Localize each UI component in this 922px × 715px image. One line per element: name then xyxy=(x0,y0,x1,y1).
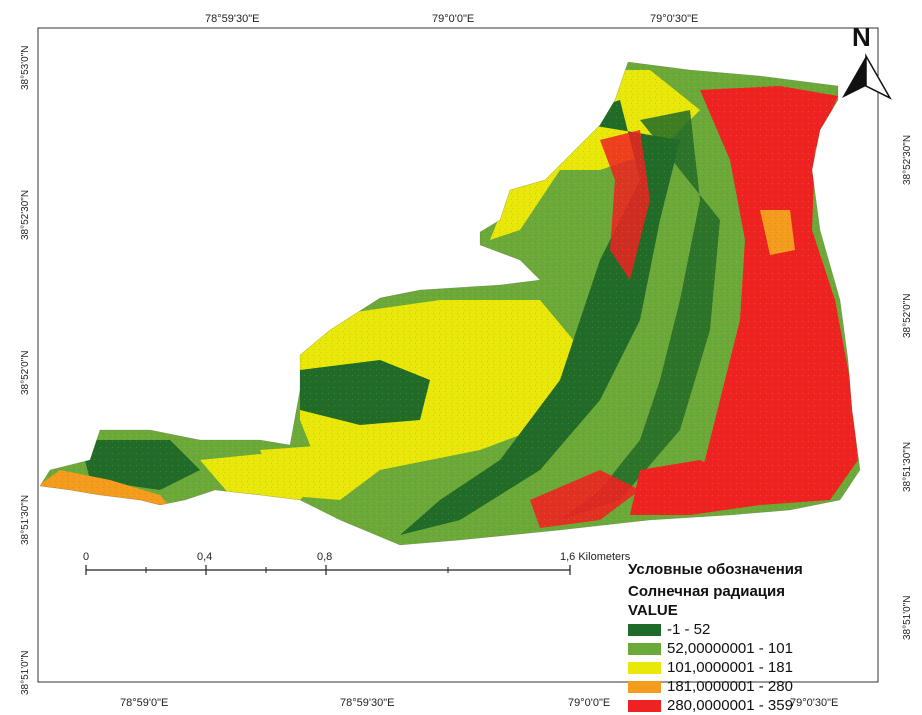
bottom-lon-label: 79°0'30"E xyxy=(790,697,838,709)
legend-item: 181,0000001 - 280 xyxy=(628,677,918,696)
top-lon-label: 79°0'30"E xyxy=(650,13,698,25)
right-lat-label: 38°52'0"N xyxy=(902,294,913,339)
bottom-lon-label: 78°59'0"E xyxy=(120,697,168,709)
scale-label: 0,4 xyxy=(197,551,212,563)
north-label: N xyxy=(852,22,871,52)
legend-label: 101,0000001 - 181 xyxy=(667,659,793,676)
right-lat-label: 38°51'30"N xyxy=(902,442,913,492)
legend-swatch xyxy=(628,661,661,674)
legend-swatch xyxy=(628,623,661,636)
legend-title: Условные обозначения xyxy=(628,561,803,578)
legend-label: -1 - 52 xyxy=(667,621,711,638)
north-arrow-icon: N xyxy=(842,22,892,100)
scale-bar: 0 0,4 0,8 1,6 Kilometers xyxy=(83,551,631,575)
legend-swatch xyxy=(628,699,661,712)
left-lat-label: 38°52'30"N xyxy=(20,190,31,240)
legend-swatch xyxy=(628,642,661,655)
scale-label: 1,6 Kilometers xyxy=(560,551,631,563)
left-lat-label: 38°51'30"N xyxy=(20,495,31,545)
legend-swatch xyxy=(628,680,661,693)
legend-item: 280,0000001 - 359 xyxy=(628,696,918,715)
study-area-outline xyxy=(39,61,861,546)
bottom-lon-label: 79°0'0"E xyxy=(568,697,610,709)
right-lat-label: 38°51'0"N xyxy=(902,596,913,641)
legend: Условные обозначения Солнечная радиация … xyxy=(628,560,918,715)
scale-label: 0 xyxy=(83,551,89,563)
right-lat-label: 38°52'30"N xyxy=(902,135,913,185)
top-lon-label: 78°59'30"E xyxy=(205,13,259,25)
legend-label: 280,0000001 - 359 xyxy=(667,697,793,714)
left-lat-label: 38°51'0"N xyxy=(20,651,31,696)
bottom-lon-label: 78°59'30"E xyxy=(340,697,394,709)
left-lat-label: 38°52'0"N xyxy=(20,351,31,396)
top-lon-label: 79°0'0"E xyxy=(432,13,474,25)
legend-label: 52,00000001 - 101 xyxy=(667,640,793,657)
legend-item: -1 - 52 xyxy=(628,620,918,639)
legend-item: 52,00000001 - 101 xyxy=(628,639,918,658)
legend-item: 101,0000001 - 181 xyxy=(628,658,918,677)
scale-label: 0,8 xyxy=(317,551,332,563)
left-lat-label: 38°53'0"N xyxy=(20,46,31,91)
legend-label: 181,0000001 - 280 xyxy=(667,678,793,695)
legend-subtitle: Солнечная радиация xyxy=(628,583,785,600)
legend-field: VALUE xyxy=(628,602,678,619)
